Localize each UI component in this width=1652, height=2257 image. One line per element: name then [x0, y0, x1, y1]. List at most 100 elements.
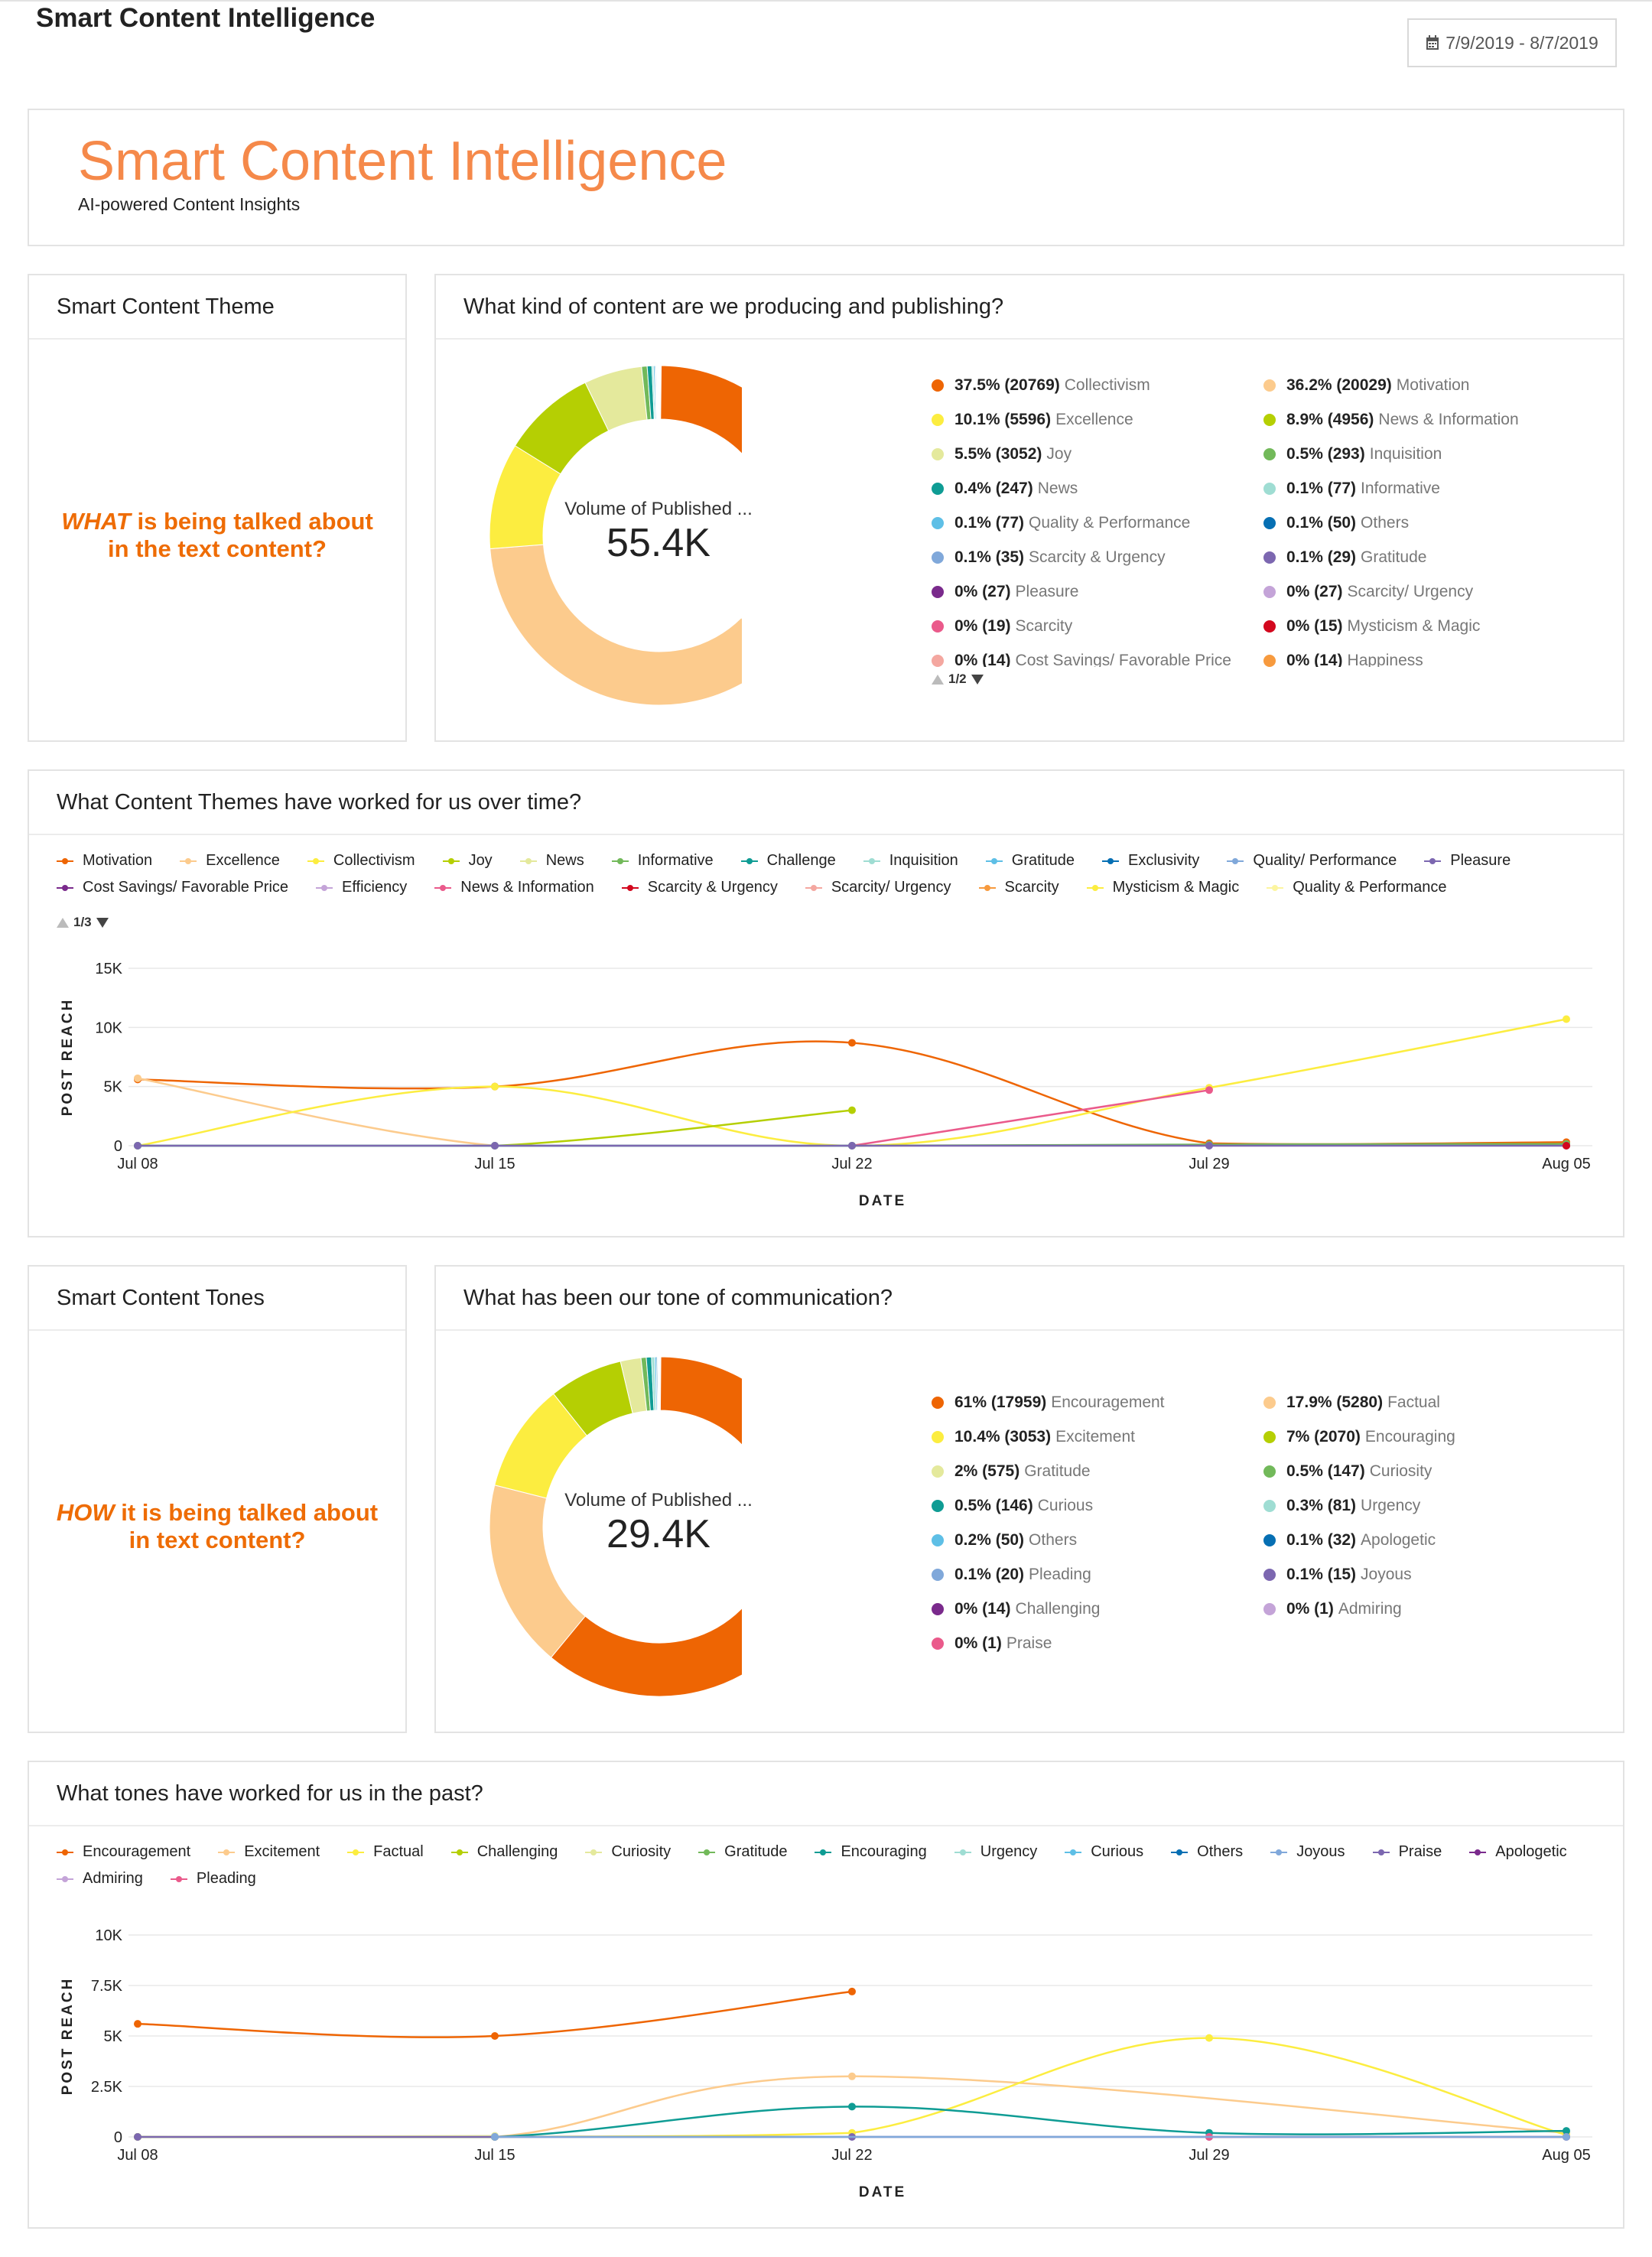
themes-legend-inquisition[interactable]: Inquisition — [863, 852, 958, 870]
content-legend-excellence[interactable]: 10.1% (5596) Excellence — [932, 411, 1133, 429]
tone-legend-urgency[interactable]: 0.3% (81) Urgency — [1263, 1497, 1420, 1515]
themes-legend-challenge[interactable]: Challenge — [740, 852, 836, 870]
themes-legend-exclusivity[interactable]: Exclusivity — [1102, 852, 1199, 870]
content-legend-scarcity-urgency[interactable]: 0% (27) Scarcity/ Urgency — [1263, 583, 1473, 601]
tone-slice-encouragement[interactable] — [550, 1356, 742, 1697]
tones-legend-admiring[interactable]: Admiring — [57, 1870, 143, 1888]
data-point-excellence[interactable] — [134, 1074, 141, 1082]
data-point-factual[interactable] — [1205, 2034, 1213, 2042]
tones-legend-challenging[interactable]: Challenging — [450, 1843, 558, 1861]
themes-legend-news[interactable]: News — [519, 852, 584, 870]
tones-legend-urgency[interactable]: Urgency — [954, 1843, 1037, 1861]
content-slice-motivation[interactable] — [489, 544, 742, 706]
data-point-collectivism[interactable] — [1563, 1015, 1570, 1023]
tones-legend-pleading[interactable]: Pleading — [170, 1870, 256, 1888]
themes-legend-cost-savings-favorable-price[interactable]: Cost Savings/ Favorable Price — [57, 879, 288, 896]
themes-legend-pleasure[interactable]: Pleasure — [1424, 852, 1511, 870]
tone-legend-pleading[interactable]: 0.1% (20) Pleading — [932, 1566, 1091, 1584]
tones-legend-curiosity[interactable]: Curiosity — [585, 1843, 671, 1861]
data-point-joy[interactable] — [848, 1106, 856, 1114]
content-legend-scarcity[interactable]: 0% (19) Scarcity — [932, 617, 1072, 636]
data-point-pleasure[interactable] — [491, 1142, 499, 1150]
data-point-motivation[interactable] — [848, 1039, 856, 1047]
content-legend-quality-performance[interactable]: 0.1% (77) Quality & Performance — [932, 514, 1190, 532]
tones-legend-encouraging[interactable]: Encouraging — [815, 1843, 927, 1861]
pager-next-icon[interactable] — [96, 917, 109, 928]
pager-prev-icon[interactable] — [932, 674, 944, 685]
themes-legend-motivation[interactable]: Motivation — [57, 852, 152, 870]
data-point-encouragement[interactable] — [491, 2032, 499, 2040]
themes-legend-scarcity-urgency[interactable]: Scarcity/ Urgency — [805, 879, 951, 896]
tone-legend-challenging[interactable]: 0% (14) Challenging — [932, 1600, 1100, 1618]
data-point-pleasure[interactable] — [848, 1142, 856, 1150]
content-slice-collectivism[interactable] — [659, 365, 742, 655]
content-legend-others[interactable]: 0.1% (50) Others — [1263, 514, 1409, 532]
data-point-encouraging[interactable] — [1563, 2127, 1570, 2135]
data-point-joyous[interactable] — [491, 2133, 499, 2141]
tone-legend-gratitude[interactable]: 2% (575) Gratitude — [932, 1462, 1091, 1481]
themes-legend-scarcity[interactable]: Scarcity — [978, 879, 1059, 896]
content-legend-mysticism-magic[interactable]: 0% (15) Mysticism & Magic — [1263, 617, 1480, 636]
tone-legend-admiring[interactable]: 0% (1) Admiring — [1263, 1600, 1402, 1618]
data-point-mysticism-magic[interactable] — [1563, 1142, 1570, 1150]
content-legend-pleasure[interactable]: 0% (27) Pleasure — [932, 583, 1078, 601]
themes-legend-gratitude[interactable]: Gratitude — [985, 852, 1075, 870]
tone-legend-curious[interactable]: 0.5% (146) Curious — [932, 1497, 1093, 1515]
tones-legend-apologetic[interactable]: Apologetic — [1469, 1843, 1567, 1861]
content-legend-motivation[interactable]: 36.2% (20029) Motivation — [1263, 376, 1469, 395]
tone-legend-praise[interactable]: 0% (1) Praise — [932, 1634, 1052, 1653]
content-slice-happiness[interactable] — [659, 365, 662, 420]
tones-legend-praise[interactable]: Praise — [1372, 1843, 1442, 1861]
content-legend-happiness[interactable]: 0% (14) Happiness — [1263, 652, 1423, 667]
date-range-picker[interactable]: 7/9/2019 - 8/7/2019 — [1407, 18, 1617, 67]
data-point-news-information[interactable] — [1205, 1086, 1213, 1094]
themes-legend-quality-performance[interactable]: Quality & Performance — [1267, 879, 1446, 896]
tones-legend-factual[interactable]: Factual — [347, 1843, 424, 1861]
data-point-encouragement[interactable] — [134, 2020, 141, 2028]
tone-legend-encouragement[interactable]: 61% (17959) Encouragement — [932, 1394, 1165, 1412]
themes-legend-collectivism[interactable]: Collectivism — [307, 852, 415, 870]
tone-legend-factual[interactable]: 17.9% (5280) Factual — [1263, 1394, 1440, 1412]
tones-legend-joyous[interactable]: Joyous — [1270, 1843, 1345, 1861]
data-point-praise[interactable] — [134, 2133, 141, 2141]
themes-legend-pager[interactable]: 1/3 — [57, 915, 109, 930]
data-point-encouragement[interactable] — [848, 1987, 856, 1995]
content-legend-joy[interactable]: 5.5% (3052) Joy — [932, 445, 1072, 463]
themes-legend-efficiency[interactable]: Efficiency — [316, 879, 407, 896]
content-legend-inquisition[interactable]: 0.5% (293) Inquisition — [1263, 445, 1442, 463]
themes-legend-informative[interactable]: Informative — [611, 852, 714, 870]
content-legend-informative[interactable]: 0.1% (77) Informative — [1263, 480, 1440, 498]
themes-legend-news-information[interactable]: News & Information — [434, 879, 594, 896]
tones-legend-encouragement[interactable]: Encouragement — [57, 1843, 190, 1861]
content-legend-news[interactable]: 0.4% (247) News — [932, 480, 1078, 498]
tone-slice-praise[interactable] — [659, 1356, 662, 1411]
themes-legend-excellence[interactable]: Excellence — [180, 852, 280, 870]
tone-legend-encouraging[interactable]: 7% (2070) Encouraging — [1263, 1428, 1455, 1446]
tone-legend-joyous[interactable]: 0.1% (15) Joyous — [1263, 1566, 1412, 1584]
pager-next-icon[interactable] — [971, 674, 984, 685]
tones-legend-gratitude[interactable]: Gratitude — [698, 1843, 787, 1861]
tone-legend-curiosity[interactable]: 0.5% (147) Curiosity — [1263, 1462, 1432, 1481]
themes-legend-scarcity-urgency[interactable]: Scarcity & Urgency — [621, 879, 778, 896]
content-legend-gratitude[interactable]: 0.1% (29) Gratitude — [1263, 548, 1426, 567]
data-point-excitement[interactable] — [848, 2072, 856, 2080]
content-legend-news-information[interactable]: 8.9% (4956) News & Information — [1263, 411, 1519, 429]
tone-legend-excitement[interactable]: 10.4% (3053) Excitement — [932, 1428, 1135, 1446]
pager-prev-icon[interactable] — [57, 917, 69, 928]
data-point-encouraging[interactable] — [848, 2103, 856, 2111]
content-legend-collectivism[interactable]: 37.5% (20769) Collectivism — [932, 376, 1150, 395]
tone-legend-others[interactable]: 0.2% (50) Others — [932, 1531, 1077, 1550]
content-legend-cost-savings-favorable-price[interactable]: 0% (14) Cost Savings/ Favorable Price — [932, 652, 1231, 667]
data-point-collectivism[interactable] — [491, 1082, 499, 1091]
content-legend-pager[interactable]: 1/2 — [932, 672, 984, 687]
content-legend-scarcity-urgency[interactable]: 0.1% (35) Scarcity & Urgency — [932, 548, 1166, 567]
themes-legend-quality-performance[interactable]: Quality/ Performance — [1227, 852, 1397, 870]
themes-legend-mysticism-magic[interactable]: Mysticism & Magic — [1086, 879, 1239, 896]
tones-legend-others[interactable]: Others — [1171, 1843, 1243, 1861]
data-point-pleasure[interactable] — [134, 1142, 141, 1150]
tone-legend-apologetic[interactable]: 0.1% (32) Apologetic — [1263, 1531, 1436, 1550]
data-point-pleasure[interactable] — [1205, 1142, 1213, 1150]
tones-legend-curious[interactable]: Curious — [1065, 1843, 1143, 1861]
themes-legend-joy[interactable]: Joy — [442, 852, 493, 870]
data-point-joyous[interactable] — [1563, 2133, 1570, 2141]
